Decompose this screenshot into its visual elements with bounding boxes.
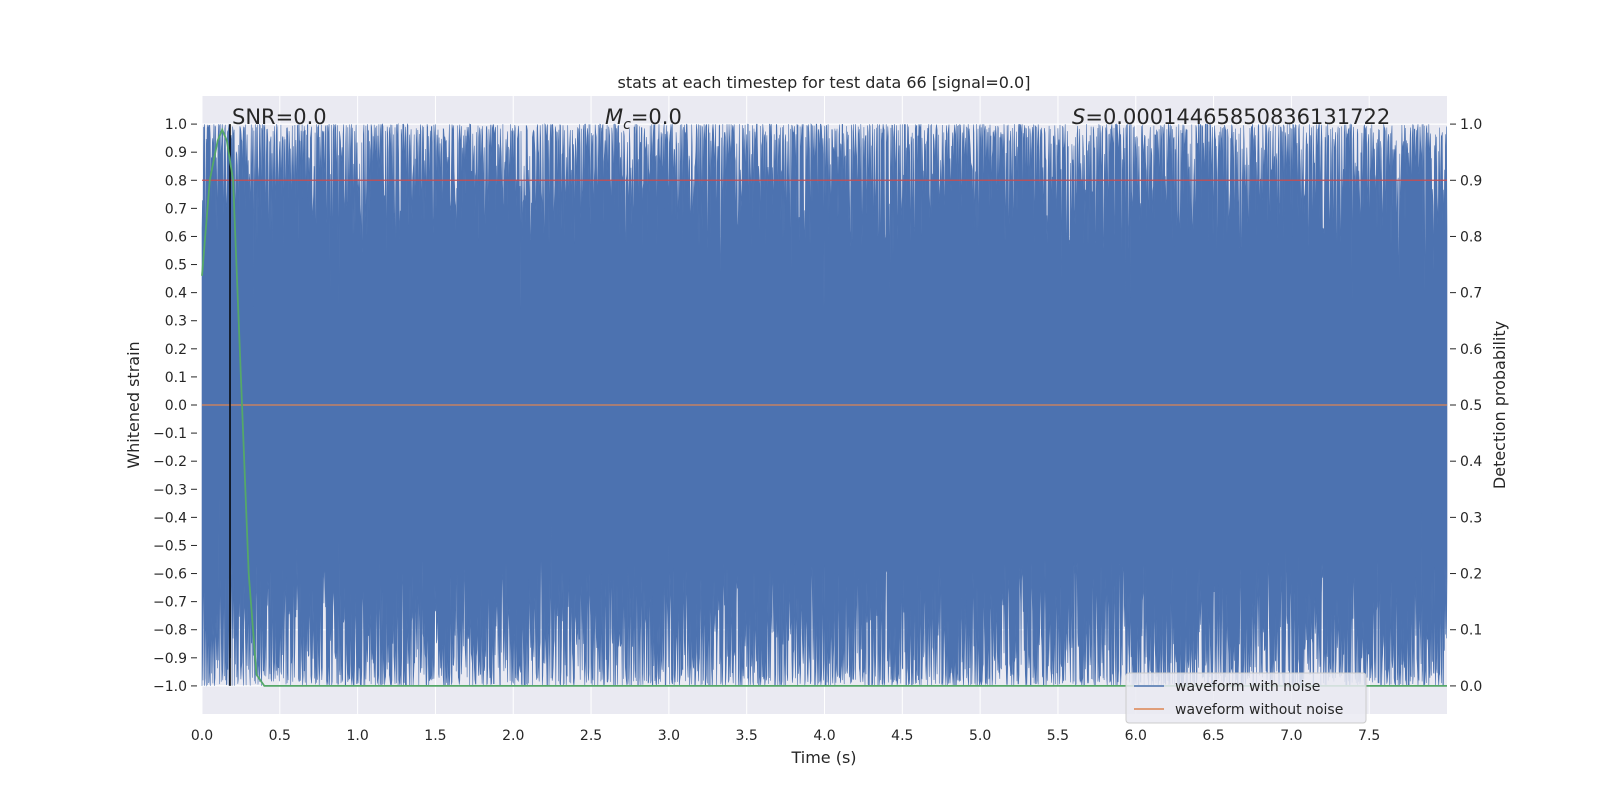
y-tick-label: −0.8 [153,623,187,639]
mc-symbol: M [605,105,623,129]
y-axis-label: Whitened strain [124,341,143,468]
x-tick-label: 4.0 [813,728,835,744]
y-tick-label: −0.3 [153,482,187,498]
y-tick-label: 0.3 [165,314,187,330]
x-tick-label: 4.5 [891,728,913,744]
y-tick-label: −0.9 [153,651,187,667]
x-tick-label: 2.0 [502,728,524,744]
y2-tick-label: 0.0 [1460,679,1482,695]
y-tick-label: 0.8 [165,173,187,189]
y2-tick-label: 0.1 [1460,623,1482,639]
mc-value: =0.0 [631,105,682,129]
y-tick-label: 0.4 [165,286,187,302]
x-tick-label: 1.0 [346,728,368,744]
mc-subscript: c [623,117,631,133]
y-tick-label: 0.2 [165,342,187,358]
y-tick-label: 0.5 [165,258,187,274]
y-tick-label: −0.4 [153,510,187,526]
y2-tick-label: 0.5 [1460,398,1482,414]
legend-label-clean: waveform without noise [1175,702,1343,718]
y-tick-label: 0.6 [165,229,187,245]
legend: waveform with noise waveform without noi… [1125,672,1367,724]
chart-title: stats at each timestep for test data 66 … [618,73,1031,92]
x-tick-label: 7.0 [1280,728,1302,744]
y-tick-label: 0.7 [165,201,187,217]
x-tick-label: 6.0 [1125,728,1147,744]
snr-annotation: SNR=0.0 [232,105,327,129]
y-tick-label: −0.7 [153,595,187,611]
x-tick-label: 7.5 [1358,728,1380,744]
legend-label-noisy: waveform with noise [1175,679,1320,695]
y2-tick-label: 0.4 [1460,454,1482,470]
x-tick-label: 6.5 [1202,728,1224,744]
x-tick-label: 1.5 [424,728,446,744]
s-symbol: S [1072,105,1085,129]
y2-axis-label: Detection probability [1490,321,1509,489]
y2-tick-label: 0.8 [1460,229,1482,245]
y2-tick-label: 0.7 [1460,286,1482,302]
y-tick-label: 0.9 [165,145,187,161]
y2-tick-label: 0.9 [1460,173,1482,189]
x-tick-label: 5.5 [1047,728,1069,744]
x-tick-label: 5.0 [969,728,991,744]
y2-tick-label: 1.0 [1460,117,1482,133]
y2-tick-label: 0.6 [1460,342,1482,358]
y-tick-label: 0.1 [165,370,187,386]
y-tick-label: 1.0 [165,117,187,133]
y-tick-label: −1.0 [153,679,187,695]
y-tick-label: −0.1 [153,426,187,442]
x-tick-label: 0.5 [269,728,291,744]
x-tick-label: 3.5 [736,728,758,744]
y2-tick-label: 0.3 [1460,510,1482,526]
y-tick-label: −0.5 [153,538,187,554]
x-tick-label: 3.0 [658,728,680,744]
x-tick-label: 0.0 [191,728,213,744]
legend-box [1125,672,1367,724]
y-tick-label: 0.0 [165,398,187,414]
x-tick-label: 2.5 [580,728,602,744]
detection-probability-line [201,127,1447,687]
ticks-layer: 0.0 0.5 1.0 1.5 2.0 2.5 3.0 3.5 4.0 4.5 5.0 5.5 6.0 6… [153,117,1482,744]
x-axis-label: Time (s) [790,748,856,767]
y2-tick-label: 0.2 [1460,567,1482,583]
y-tick-label: −0.6 [153,567,187,583]
chirp-mass-annotation: Mc=0.0 [605,105,682,133]
overlay-layer [201,124,1447,687]
s-value: =0.00014465850836131722 [1085,105,1390,129]
significance-annotation: S=0.00014465850836131722 [1072,105,1390,129]
y-tick-label: −0.2 [153,454,187,470]
